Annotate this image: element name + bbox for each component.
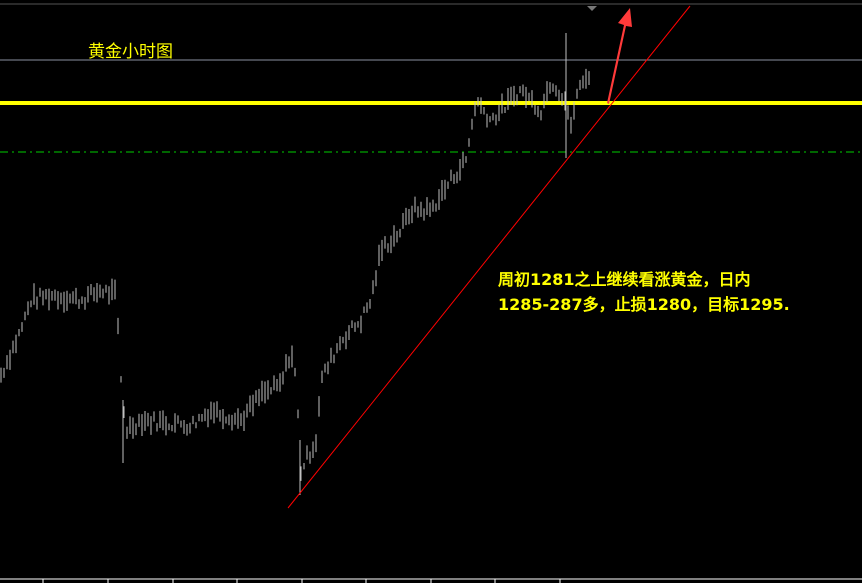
price-bars <box>0 33 590 495</box>
annotation-text: 周初1281之上继续看涨黄金，日内 1285-287多，止损1280，目标129… <box>498 267 790 317</box>
chart-shift-marker <box>587 6 597 11</box>
annotation-line-2: 1285-287多，止损1280，目标1295. <box>498 295 790 314</box>
annotation-line-1: 周初1281之上继续看涨黄金，日内 <box>498 270 751 289</box>
time-axis-ticks <box>42 579 561 583</box>
red-up-arrow <box>607 8 632 104</box>
red-trendline <box>287 5 691 509</box>
chart-title: 黄金小时图 <box>88 42 173 62</box>
